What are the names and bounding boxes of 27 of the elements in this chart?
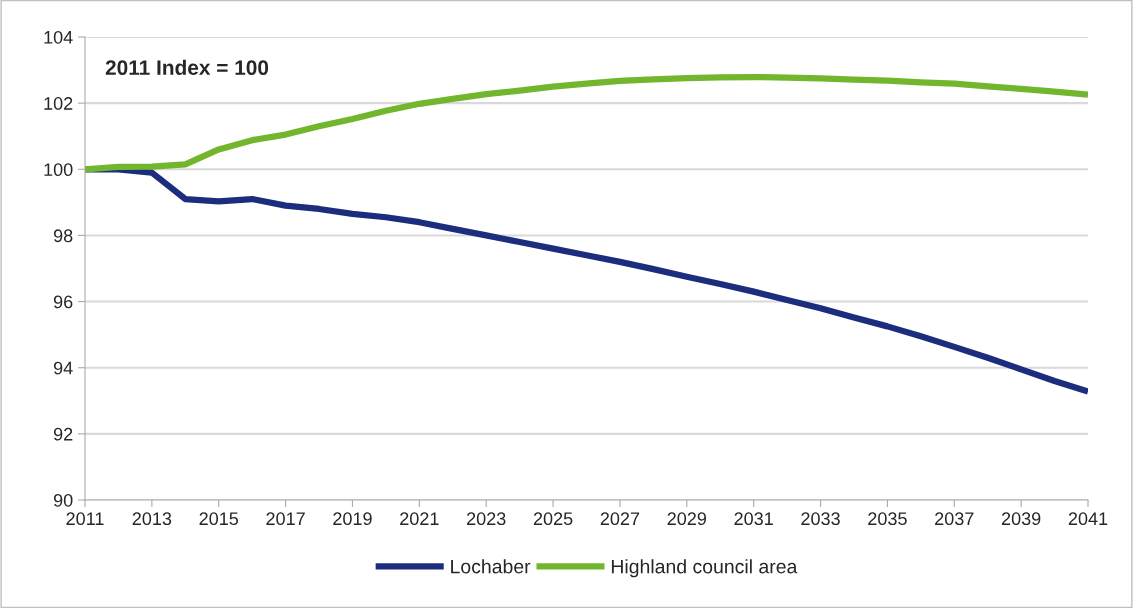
y-tick-label: 104 — [44, 30, 73, 44]
x-tick-label: 2017 — [266, 512, 305, 526]
x-tick-label: 2039 — [1001, 512, 1041, 526]
x-tick-label: 2041 — [1068, 512, 1108, 526]
y-tick-label: 98 — [53, 229, 73, 243]
y-tick-label: 100 — [44, 163, 73, 177]
y-tick-label: 92 — [53, 427, 73, 441]
legend-label: Lochaber — [451, 559, 531, 574]
y-tick-label: 90 — [53, 493, 73, 507]
x-tick-label: 2023 — [467, 512, 506, 526]
x-tick-label: 2035 — [868, 512, 907, 526]
x-tick-label: 2031 — [734, 512, 773, 526]
y-tick-label: 94 — [53, 361, 73, 375]
y-tick-label: 102 — [44, 97, 73, 110]
x-tick-label: 2025 — [533, 512, 573, 526]
y-tick-label: 96 — [53, 295, 73, 309]
x-tick-label: 2033 — [801, 512, 840, 526]
x-tick-label: 2021 — [400, 512, 439, 526]
x-tick-label: 2011 — [66, 512, 104, 526]
annotation: 2011 Index = 100 — [105, 59, 269, 75]
x-tick-label: 2015 — [199, 512, 239, 526]
x-tick-label: 2029 — [667, 512, 707, 526]
x-tick-label: 2019 — [333, 512, 372, 526]
x-tick-label: 2037 — [935, 512, 974, 526]
legend-label: Highland council area — [611, 559, 798, 578]
x-tick-label: 2013 — [132, 512, 172, 526]
x-tick-label: 2027 — [600, 512, 640, 526]
